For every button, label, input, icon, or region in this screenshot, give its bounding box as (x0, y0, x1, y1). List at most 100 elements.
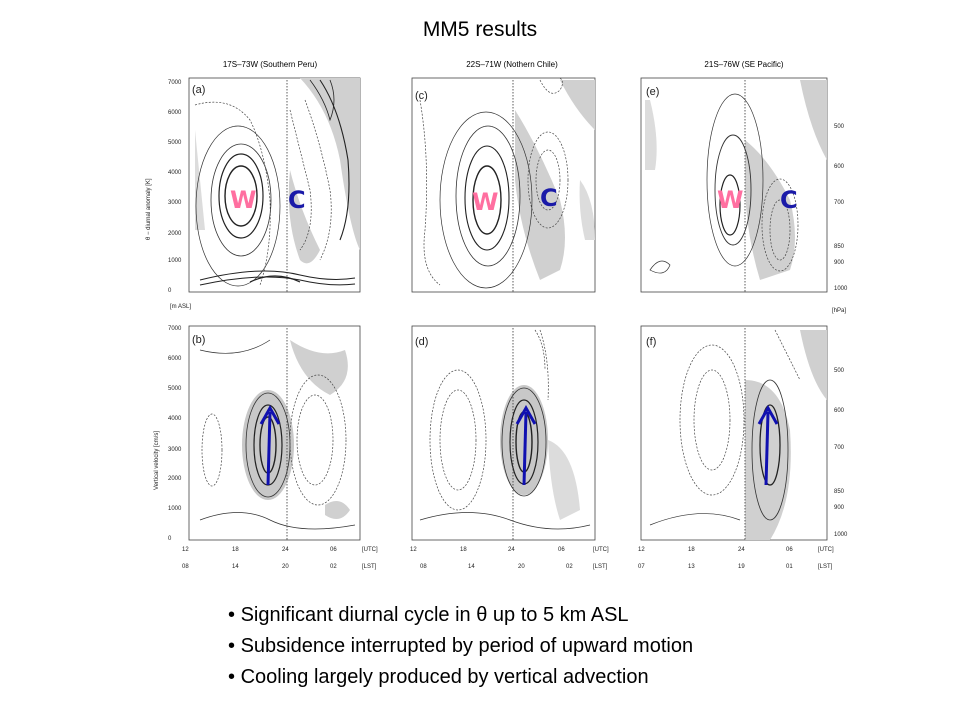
utc-tick: 18 (688, 547, 695, 553)
tick-500: 500 (834, 124, 845, 130)
upward-arrow-b-head (259, 404, 281, 425)
tick-3000: 3000 (168, 447, 182, 453)
lst-tick: 20 (518, 564, 525, 570)
tick-500: 500 (834, 368, 845, 374)
bullet-text: Cooling largely produced by vertical adv… (240, 666, 649, 688)
warm-marker-e: W (717, 186, 743, 214)
tick-850: 850 (834, 244, 845, 250)
tick-5000: 5000 (168, 386, 182, 392)
time-axis-ef: 12 18 24 06 [UTC] 07 13 19 01 [LST] (638, 547, 834, 570)
panel-d-label: (d) (415, 336, 428, 348)
tick-5000: 5000 (168, 140, 182, 146)
panel-b: (b) (188, 325, 361, 541)
bullet-item: • Significant diurnal cycle in θ up to 5… (228, 604, 629, 626)
units-right: [hPa] (832, 308, 846, 314)
utc-tick: 12 (410, 547, 417, 553)
tick-1000: 1000 (834, 532, 848, 538)
time-axis-cd: 12 18 24 06 [UTC] 08 14 20 02 [LST] (410, 547, 609, 570)
panel-a-label: (a) (192, 84, 205, 96)
utc-tick: 24 (508, 547, 515, 553)
panel-b-label: (b) (192, 334, 205, 346)
tick-0: 0 (168, 288, 172, 294)
tick-0: 0 (168, 536, 172, 542)
utc-label: [UTC] (593, 547, 609, 553)
utc-tick: 24 (282, 547, 289, 553)
bullet-list: • Significant diurnal cycle in θ up to 5… (228, 600, 693, 693)
tick-4000: 4000 (168, 416, 182, 422)
lst-tick: 19 (738, 564, 745, 570)
tick-850: 850 (834, 489, 845, 495)
lst-tick: 01 (786, 564, 793, 570)
lst-tick: 13 (688, 564, 695, 570)
column-title-southern-peru: 17S–73W (Southern Peru) (222, 60, 318, 69)
tick-600: 600 (834, 408, 845, 414)
lst-label: [LST] (362, 564, 377, 570)
tick-700: 700 (834, 445, 845, 451)
tick-1000: 1000 (168, 506, 182, 512)
utc-tick: 06 (330, 547, 337, 553)
lst-label: [LST] (818, 564, 833, 570)
utc-tick: 18 (232, 547, 239, 553)
lst-tick: 14 (468, 564, 475, 570)
panel-e-label: (e) (646, 86, 659, 98)
tick-900: 900 (834, 260, 845, 266)
cold-marker-c: C (540, 184, 558, 212)
tick-1000: 1000 (168, 258, 182, 264)
upward-arrow-f-head (757, 404, 779, 425)
utc-tick: 06 (558, 547, 565, 553)
tick-2000: 2000 (168, 231, 182, 237)
tick-1000: 1000 (834, 286, 848, 292)
panel-f: (f) (640, 325, 828, 541)
bullet-text: Subsidence interrupted by period of upwa… (240, 635, 694, 657)
utc-tick: 06 (786, 547, 793, 553)
tick-900: 900 (834, 505, 845, 511)
lst-tick: 08 (420, 564, 427, 570)
tick-7000: 7000 (168, 80, 182, 86)
warm-marker-c: W (472, 188, 498, 216)
panel-a: (a) W C (188, 77, 361, 293)
panel-d: (d) (411, 325, 596, 541)
lst-tick: 02 (330, 564, 337, 570)
panel-c: (c) W C (411, 77, 596, 293)
top-ylabel: θ − diurnal anomaly [K] (146, 178, 152, 240)
upward-arrow-d-head (515, 404, 537, 425)
cold-marker-a: C (288, 186, 306, 214)
column-title-northern-chile: 22S–71W (Nothern Chile) (466, 60, 558, 69)
figure-panels: θ − diurnal anomaly [K] Vertical velocit… (146, 77, 848, 570)
bullet-item: • Subsidence interrupted by period of up… (228, 635, 694, 657)
warm-marker-a: W (230, 186, 256, 214)
panel-e: (e) W C (640, 77, 828, 293)
utc-tick: 12 (638, 547, 645, 553)
tick-4000: 4000 (168, 170, 182, 176)
time-axis-ab: 12 18 24 06 [UTC] 08 14 20 02 [LST] (182, 547, 378, 570)
bottom-ylabel: Vertical velocity [cm/s] (154, 431, 160, 490)
bullet-item: • Cooling largely produced by vertical a… (228, 666, 649, 688)
panel-f-label: (f) (646, 336, 656, 348)
lst-tick: 07 (638, 564, 645, 570)
utc-tick: 18 (460, 547, 467, 553)
utc-label: [UTC] (818, 547, 834, 553)
utc-label: [UTC] (362, 547, 378, 553)
tick-7000: 7000 (168, 326, 182, 332)
lst-tick: 02 (566, 564, 573, 570)
tick-6000: 6000 (168, 110, 182, 116)
slide-title: MM5 results (422, 18, 538, 41)
lst-label: [LST] (593, 564, 608, 570)
bottom-left-ticks: 0 1000 2000 3000 4000 5000 6000 7000 (168, 326, 182, 542)
top-left-ticks: 0 1000 2000 3000 4000 5000 6000 7000 (168, 80, 182, 294)
panel-c-label: (c) (415, 90, 428, 102)
tick-600: 600 (834, 164, 845, 170)
top-right-ticks: 500 600 700 850 900 1000 (834, 124, 848, 292)
tick-3000: 3000 (168, 200, 182, 206)
bullet-text: Significant diurnal cycle in θ up to 5 k… (240, 604, 629, 626)
units-left: [m ASL] (170, 304, 191, 310)
column-title-se-pacific: 21S–76W (SE Pacific) (704, 60, 784, 69)
utc-tick: 24 (738, 547, 745, 553)
tick-2000: 2000 (168, 476, 182, 482)
utc-tick: 12 (182, 547, 189, 553)
lst-tick: 20 (282, 564, 289, 570)
tick-6000: 6000 (168, 356, 182, 362)
lst-tick: 08 (182, 564, 189, 570)
cold-marker-e: C (780, 186, 798, 214)
tick-700: 700 (834, 200, 845, 206)
